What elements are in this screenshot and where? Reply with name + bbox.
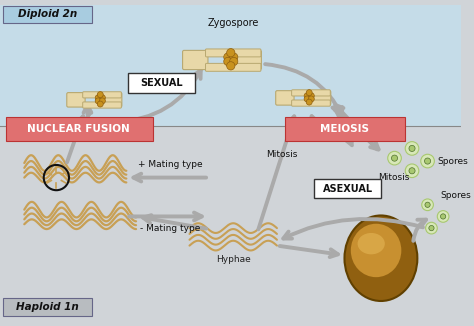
Text: + Mating type: + Mating type [138,160,202,169]
FancyBboxPatch shape [182,51,208,70]
Circle shape [422,199,433,211]
FancyBboxPatch shape [3,6,92,23]
FancyBboxPatch shape [103,93,122,107]
Circle shape [100,98,105,104]
Circle shape [227,49,235,57]
FancyBboxPatch shape [67,93,85,107]
Circle shape [97,92,103,97]
Circle shape [429,226,434,231]
Text: - Mating type: - Mating type [140,224,200,233]
FancyBboxPatch shape [3,298,92,316]
Circle shape [224,53,232,61]
Bar [0,126,461,321]
FancyBboxPatch shape [206,49,261,57]
Text: Spores: Spores [438,156,468,166]
Circle shape [95,98,101,104]
Circle shape [224,57,232,66]
Text: ASEXUAL: ASEXUAL [323,184,373,194]
Text: Haploid 1n: Haploid 1n [16,302,79,312]
FancyBboxPatch shape [276,91,294,105]
Text: Hyphae: Hyphae [216,255,251,264]
FancyBboxPatch shape [82,102,121,108]
Circle shape [425,202,430,207]
Circle shape [426,222,438,234]
Circle shape [392,155,398,161]
FancyBboxPatch shape [6,117,153,141]
Text: SEXUAL: SEXUAL [140,78,182,88]
Text: Mitosis: Mitosis [266,150,298,159]
FancyBboxPatch shape [312,91,331,105]
Circle shape [308,96,314,102]
Text: NUCLEAR FUSION: NUCLEAR FUSION [27,124,130,134]
Bar [0,5,461,126]
FancyBboxPatch shape [82,92,121,98]
FancyBboxPatch shape [292,100,330,106]
Circle shape [95,95,101,101]
Circle shape [227,62,235,70]
Circle shape [306,99,312,105]
FancyBboxPatch shape [285,117,405,141]
Circle shape [409,168,415,174]
Circle shape [308,93,314,99]
Circle shape [405,164,419,178]
Circle shape [440,214,446,219]
Circle shape [409,145,415,152]
Ellipse shape [345,215,418,301]
Text: Spores: Spores [440,191,471,200]
Circle shape [97,101,103,107]
Circle shape [304,96,310,102]
Circle shape [421,154,434,168]
Circle shape [438,211,449,222]
Text: MEIOSIS: MEIOSIS [320,124,369,134]
Circle shape [405,141,419,155]
Circle shape [304,93,310,99]
Circle shape [306,90,312,96]
Circle shape [229,53,238,61]
Text: Diploid 2n: Diploid 2n [18,9,77,19]
Ellipse shape [357,233,385,254]
FancyBboxPatch shape [314,179,382,199]
Ellipse shape [351,224,401,277]
Text: Mitosis: Mitosis [378,173,409,182]
Circle shape [425,158,430,164]
Circle shape [229,57,238,66]
FancyBboxPatch shape [206,63,261,71]
FancyBboxPatch shape [292,90,330,96]
Circle shape [388,151,401,165]
FancyBboxPatch shape [128,73,195,93]
Circle shape [100,95,105,101]
FancyBboxPatch shape [236,51,261,70]
Text: Zygospore: Zygospore [208,18,259,28]
